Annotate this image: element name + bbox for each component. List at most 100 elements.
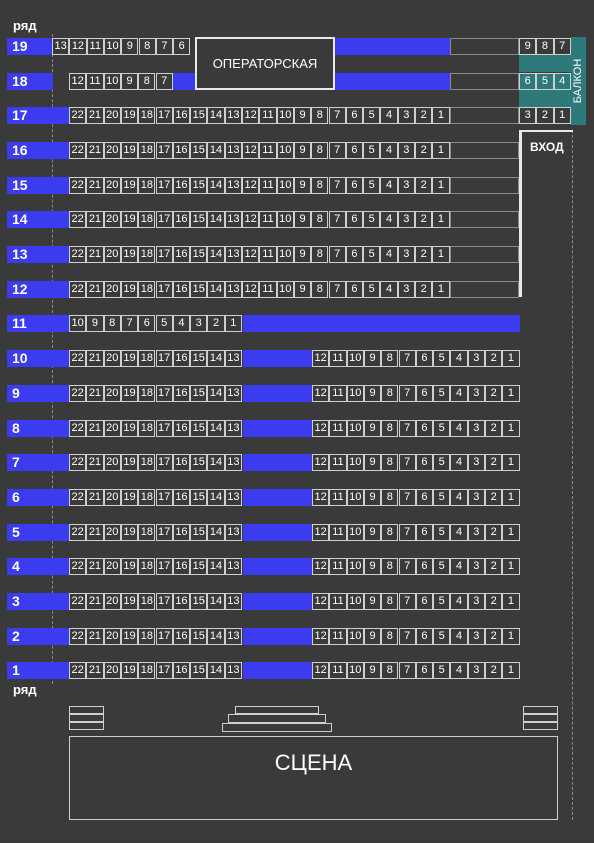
seat[interactable]: 22 <box>69 662 87 679</box>
seat[interactable]: 6 <box>415 662 434 679</box>
seat[interactable]: 4 <box>450 558 468 575</box>
seat[interactable]: 18 <box>138 558 156 575</box>
seat[interactable]: 8 <box>311 246 329 263</box>
seat[interactable]: 14 <box>207 524 225 541</box>
seat[interactable]: 1 <box>502 489 520 506</box>
seat[interactable]: 18 <box>138 142 156 159</box>
seat[interactable]: 10 <box>276 211 294 228</box>
seat[interactable]: 19 <box>120 454 139 471</box>
seat[interactable]: 12 <box>242 281 260 298</box>
seat[interactable]: 22 <box>69 524 87 541</box>
seat[interactable]: 15 <box>190 558 208 575</box>
seat[interactable]: 1 <box>432 107 450 124</box>
seat[interactable]: 22 <box>69 211 87 228</box>
seat[interactable]: 6 <box>415 454 434 471</box>
seat[interactable]: 19 <box>120 662 139 679</box>
seat[interactable]: 8 <box>381 593 399 610</box>
seat[interactable]: 20 <box>103 489 121 506</box>
seat[interactable]: 13 <box>224 142 242 159</box>
seat[interactable]: 12 <box>242 211 260 228</box>
seat[interactable]: 4 <box>380 281 398 298</box>
seat[interactable]: 7 <box>398 420 416 437</box>
seat[interactable]: 20 <box>103 558 121 575</box>
seat[interactable]: 9 <box>293 142 312 159</box>
seat[interactable]: 13 <box>224 350 242 367</box>
seat[interactable]: 13 <box>52 38 70 55</box>
seat[interactable]: 8 <box>381 628 399 645</box>
seat[interactable]: 2 <box>415 211 433 228</box>
seat[interactable]: 7 <box>328 281 346 298</box>
seat[interactable]: 18 <box>138 454 156 471</box>
seat[interactable]: 12 <box>242 142 260 159</box>
seat[interactable]: 7 <box>155 73 173 90</box>
seat[interactable]: 1 <box>224 315 242 332</box>
seat[interactable]: 2 <box>485 662 503 679</box>
seat[interactable]: 20 <box>103 281 121 298</box>
seat[interactable]: 8 <box>311 177 329 194</box>
seat[interactable]: 16 <box>172 107 191 124</box>
seat[interactable]: 4 <box>450 385 468 402</box>
seat[interactable]: 10 <box>276 177 294 194</box>
seat[interactable]: 17 <box>155 662 173 679</box>
seat[interactable]: 14 <box>207 662 225 679</box>
seat[interactable]: 6 <box>415 524 434 541</box>
seat[interactable]: 8 <box>381 420 399 437</box>
seat[interactable]: 8 <box>311 281 329 298</box>
seat[interactable]: 22 <box>69 489 87 506</box>
seat[interactable]: 14 <box>207 281 225 298</box>
seat[interactable]: 13 <box>224 107 242 124</box>
seat[interactable]: 10 <box>346 350 364 367</box>
seat[interactable]: 22 <box>69 385 87 402</box>
seat[interactable]: 15 <box>190 177 208 194</box>
seat[interactable]: 22 <box>69 281 87 298</box>
seat[interactable]: 2 <box>415 281 433 298</box>
seat[interactable]: 15 <box>190 211 208 228</box>
seat[interactable]: 10 <box>103 73 121 90</box>
seat[interactable]: 1 <box>502 420 520 437</box>
seat[interactable]: 19 <box>120 350 139 367</box>
seat[interactable]: 2 <box>485 558 503 575</box>
seat[interactable]: 3 <box>467 420 485 437</box>
seat[interactable]: 5 <box>433 558 451 575</box>
seat[interactable]: 9 <box>121 38 139 55</box>
seat[interactable]: 18 <box>138 489 156 506</box>
seat[interactable]: 12 <box>312 420 330 437</box>
seat[interactable]: 14 <box>207 177 225 194</box>
seat[interactable]: 8 <box>138 38 156 55</box>
seat[interactable]: 6 <box>173 38 191 55</box>
seat[interactable]: 8 <box>311 142 329 159</box>
seat[interactable]: 9 <box>363 454 382 471</box>
seat[interactable]: 20 <box>103 662 121 679</box>
seat[interactable]: 18 <box>138 420 156 437</box>
balcony-seat[interactable]: 2 <box>536 107 554 124</box>
seat[interactable]: 6 <box>415 489 434 506</box>
seat[interactable]: 9 <box>363 628 382 645</box>
seat[interactable]: 17 <box>155 593 173 610</box>
seat[interactable]: 2 <box>485 385 503 402</box>
seat[interactable]: 7 <box>398 489 416 506</box>
seat[interactable]: 15 <box>190 246 208 263</box>
seat[interactable]: 3 <box>397 281 415 298</box>
seat[interactable]: 13 <box>224 662 242 679</box>
seat[interactable]: 12 <box>69 73 87 90</box>
seat[interactable]: 16 <box>172 454 191 471</box>
seat[interactable]: 5 <box>363 246 381 263</box>
seat[interactable]: 13 <box>224 385 242 402</box>
seat[interactable]: 13 <box>224 420 242 437</box>
seat[interactable]: 14 <box>207 420 225 437</box>
seat[interactable]: 20 <box>103 107 121 124</box>
seat[interactable]: 9 <box>120 73 139 90</box>
seat[interactable]: 8 <box>381 558 399 575</box>
seat[interactable]: 6 <box>415 420 434 437</box>
seat[interactable]: 17 <box>155 524 173 541</box>
seat[interactable]: 5 <box>433 524 451 541</box>
seat[interactable]: 5 <box>363 107 381 124</box>
seat[interactable]: 20 <box>103 211 121 228</box>
seat[interactable]: 11 <box>329 593 347 610</box>
seat[interactable]: 7 <box>398 350 416 367</box>
balcony-seat[interactable]: 8 <box>536 38 554 55</box>
seat[interactable]: 16 <box>172 420 191 437</box>
seat[interactable]: 15 <box>190 593 208 610</box>
seat[interactable]: 15 <box>190 454 208 471</box>
seat[interactable]: 18 <box>138 177 156 194</box>
